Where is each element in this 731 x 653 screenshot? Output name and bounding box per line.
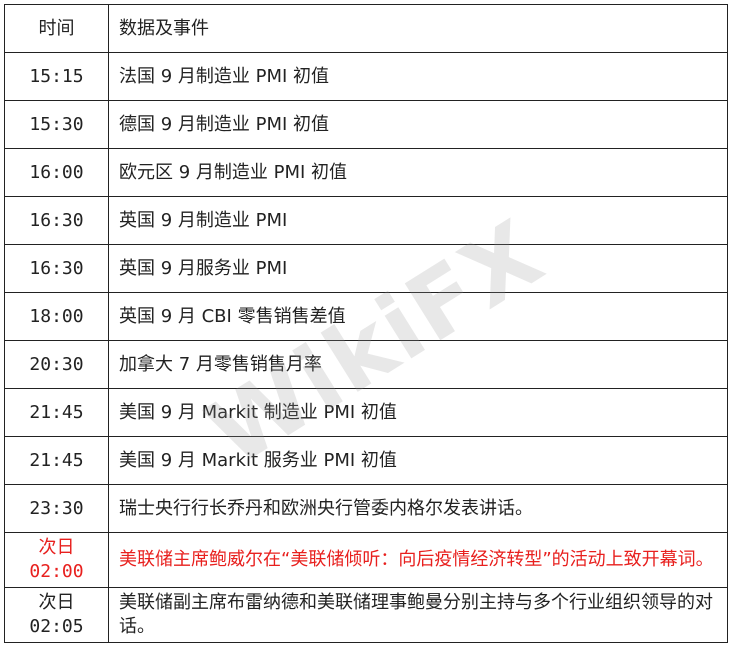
time-cell: 20:30 [4, 340, 109, 389]
table-row: 次日 02:05 美联储副主席布雷纳德和美联储理事鲍曼分别主持与多个行业组织领导的… [4, 587, 728, 643]
header-time: 时间 [4, 4, 109, 53]
time-cell: 16:30 [4, 244, 109, 293]
table-row: 15:30 德国 9 月制造业 PMI 初值 [4, 100, 728, 149]
event-cell: 德国 9 月制造业 PMI 初值 [108, 100, 728, 149]
event-cell: 加拿大 7 月零售销售月率 [108, 340, 728, 389]
event-cell: 美国 9 月 Markit 服务业 PMI 初值 [108, 436, 728, 485]
time-cell: 16:30 [4, 196, 109, 245]
table-header-row: 时间 数据及事件 [4, 4, 728, 53]
table-row-highlighted: 次日 02:00 美联储主席鲍威尔在“美联储倾听：向后疫情经济转型”的活动上致开幕… [4, 532, 728, 588]
schedule-table: 时间 数据及事件 15:15 法国 9 月制造业 PMI 初值 15:30 德国 9… [4, 4, 728, 643]
time-cell: 15:15 [4, 52, 109, 101]
table-row: 16:30 英国 9 月服务业 PMI [4, 244, 728, 293]
event-cell: 欧元区 9 月制造业 PMI 初值 [108, 148, 728, 197]
table-row: 16:00 欧元区 9 月制造业 PMI 初值 [4, 148, 728, 197]
event-cell: 瑞士央行行长乔丹和欧洲央行管委内格尔发表讲话。 [108, 484, 728, 533]
table-row: 18:00 英国 9 月 CBI 零售销售差值 [4, 292, 728, 341]
time-cell: 23:30 [4, 484, 109, 533]
table-row: 16:30 英国 9 月制造业 PMI [4, 196, 728, 245]
event-cell: 美国 9 月 Markit 制造业 PMI 初值 [108, 388, 728, 437]
table-row: 23:30 瑞士央行行长乔丹和欧洲央行管委内格尔发表讲话。 [4, 484, 728, 533]
table-row: 21:45 美国 9 月 Markit 制造业 PMI 初值 [4, 388, 728, 437]
time-cell: 21:45 [4, 388, 109, 437]
event-cell: 英国 9 月制造业 PMI [108, 196, 728, 245]
time-cell: 21:45 [4, 436, 109, 485]
time-cell: 18:00 [4, 292, 109, 341]
table-row: 20:30 加拿大 7 月零售销售月率 [4, 340, 728, 389]
time-cell: 15:30 [4, 100, 109, 149]
time-cell: 次日 02:05 [4, 587, 109, 643]
header-event: 数据及事件 [108, 4, 728, 53]
event-cell: 英国 9 月 CBI 零售销售差值 [108, 292, 728, 341]
event-cell: 英国 9 月服务业 PMI [108, 244, 728, 293]
table-row: 21:45 美国 9 月 Markit 服务业 PMI 初值 [4, 436, 728, 485]
time-cell: 次日 02:00 [4, 532, 109, 588]
table-row: 15:15 法国 9 月制造业 PMI 初值 [4, 52, 728, 101]
time-cell: 16:00 [4, 148, 109, 197]
event-cell: 美联储主席鲍威尔在“美联储倾听：向后疫情经济转型”的活动上致开幕词。 [108, 532, 728, 588]
event-cell: 美联储副主席布雷纳德和美联储理事鲍曼分别主持与多个行业组织领导的对话。 [108, 587, 728, 643]
event-cell: 法国 9 月制造业 PMI 初值 [108, 52, 728, 101]
